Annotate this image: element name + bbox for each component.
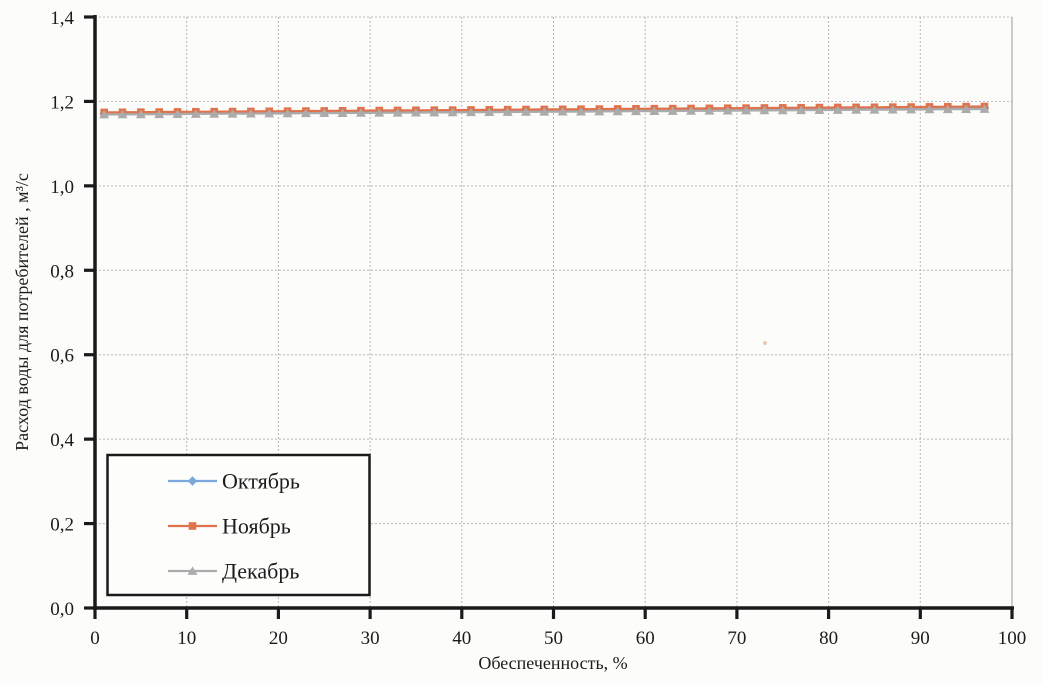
legend-box xyxy=(106,453,371,597)
legend-item-october: Октябрь xyxy=(168,469,300,494)
legend-marker-triangle-icon xyxy=(187,566,198,575)
y-axis-title: Расход воды для потребителей , м³/с xyxy=(12,173,32,451)
y-tick-label: 1,4 xyxy=(50,8,74,29)
x-tick-label: 10 xyxy=(177,628,196,649)
x-tick-label: 20 xyxy=(269,628,288,649)
legend: Октябрь Ноябрь Декабрь xyxy=(106,453,371,597)
y-tick-label: 0,8 xyxy=(50,261,74,282)
x-tick-label: 0 xyxy=(90,628,100,649)
legend-label: Октябрь xyxy=(222,469,300,494)
legend-marker-square-icon xyxy=(188,522,197,530)
x-axis-ticks: 0 10 20 30 40 50 60 70 80 90 100 xyxy=(90,608,1026,649)
y-tick-label: 0,0 xyxy=(50,599,74,620)
y-tick-label: 0,2 xyxy=(50,515,74,536)
x-tick-label: 30 xyxy=(361,628,380,649)
x-tick-label: 40 xyxy=(452,628,471,649)
x-tick-label: 100 xyxy=(998,628,1027,649)
chart-content: 0,0 0,2 0,4 0,6 0,8 1,0 1,2 1,4 0 10 20 30 40 50 60 70 8… xyxy=(50,8,1026,649)
x-tick-label: 80 xyxy=(819,628,838,649)
scan-speck xyxy=(763,341,767,345)
legend-marker-diamond-icon xyxy=(187,476,198,486)
x-tick-label: 90 xyxy=(911,628,930,649)
y-tick-label: 1,0 xyxy=(50,177,74,198)
y-tick-label: 0,6 xyxy=(50,346,74,367)
legend-label: Декабрь xyxy=(222,559,299,584)
x-tick-label: 60 xyxy=(636,628,655,649)
series-december xyxy=(99,104,990,119)
legend-item-november: Ноябрь xyxy=(168,514,291,539)
y-tick-label: 1,2 xyxy=(50,92,74,113)
x-tick-label: 50 xyxy=(544,628,563,649)
y-axis-ticks: 0,0 0,2 0,4 0,6 0,8 1,0 1,2 1,4 xyxy=(50,8,95,620)
x-axis-title: Обеспеченность, % xyxy=(478,653,627,673)
x-tick-label: 70 xyxy=(727,628,746,649)
legend-item-december: Декабрь xyxy=(168,559,299,584)
legend-label: Ноябрь xyxy=(222,514,291,539)
y-tick-label: 0,4 xyxy=(50,430,74,451)
